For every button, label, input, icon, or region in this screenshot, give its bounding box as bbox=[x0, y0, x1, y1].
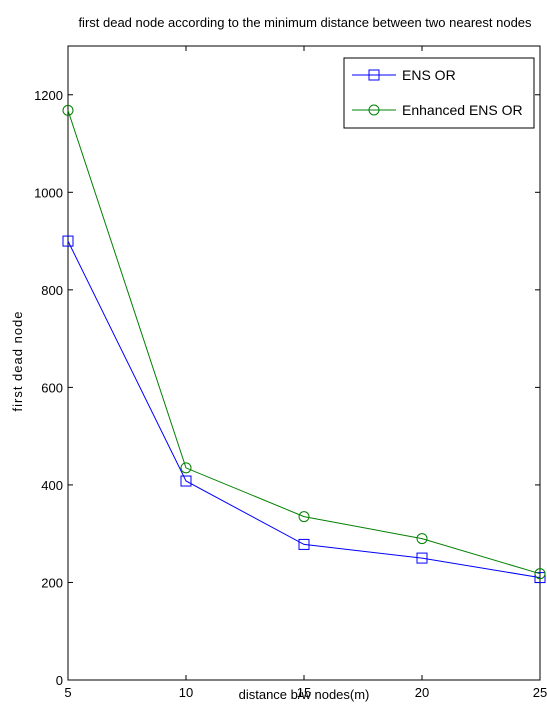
legend: ENS OR Enhanced ENS OR bbox=[343, 57, 535, 129]
data-point bbox=[416, 533, 428, 545]
y-tick-label: 0 bbox=[56, 673, 63, 688]
legend-label: Enhanced ENS OR bbox=[402, 102, 523, 118]
series-enhanced-ens-or bbox=[62, 104, 546, 580]
x-tick-label: 5 bbox=[64, 685, 71, 700]
x-tick-label: 10 bbox=[179, 685, 193, 700]
y-tick-label: 1200 bbox=[34, 88, 63, 103]
legend-marker bbox=[368, 104, 380, 116]
series-line bbox=[67, 110, 541, 575]
axis-ticks: 5 10 15 20 25 0 200 400 600 800 1000 1200 bbox=[34, 46, 547, 700]
series-ens-or bbox=[62, 235, 546, 584]
series-line bbox=[67, 240, 541, 579]
data-point bbox=[534, 572, 546, 584]
data-point bbox=[180, 475, 192, 487]
legend-label: ENS OR bbox=[402, 67, 456, 83]
plot-area bbox=[67, 45, 541, 681]
data-point bbox=[62, 104, 74, 116]
y-tick-label: 400 bbox=[41, 478, 63, 493]
y-axis-title: first dead node bbox=[10, 310, 25, 411]
data-point bbox=[534, 568, 546, 580]
series-layer bbox=[62, 104, 546, 584]
data-point bbox=[416, 552, 428, 564]
legend-marker bbox=[368, 69, 380, 81]
x-tick-label: 20 bbox=[415, 685, 429, 700]
y-tick-label: 200 bbox=[41, 575, 63, 590]
data-point bbox=[298, 538, 310, 550]
data-point bbox=[62, 235, 74, 247]
y-tick-label: 800 bbox=[41, 283, 63, 298]
chart-title: first dead node according to the minimum… bbox=[78, 15, 532, 30]
x-axis-title: distance b/w nodes(m) bbox=[239, 687, 370, 702]
x-tick-label: 15 bbox=[297, 685, 311, 700]
data-point bbox=[298, 511, 310, 523]
x-tick-label: 25 bbox=[533, 685, 547, 700]
y-tick-label: 600 bbox=[41, 380, 63, 395]
data-point bbox=[180, 462, 192, 474]
y-tick-label: 1000 bbox=[34, 185, 63, 200]
